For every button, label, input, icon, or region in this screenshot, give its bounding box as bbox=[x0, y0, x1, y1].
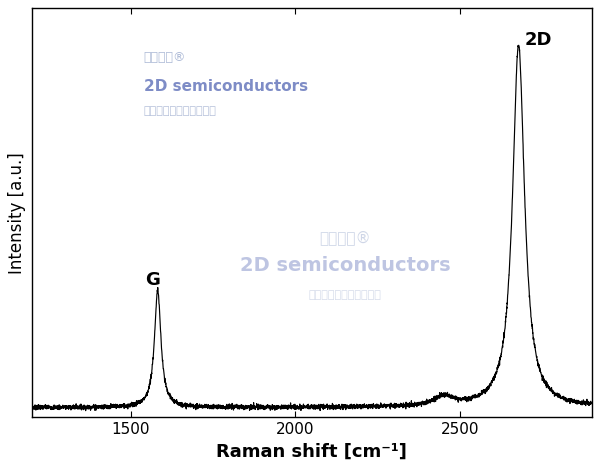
X-axis label: Raman shift [cm⁻¹]: Raman shift [cm⁻¹] bbox=[217, 443, 407, 461]
Text: 牟科纳米®: 牟科纳米® bbox=[144, 51, 187, 64]
Text: 2D: 2D bbox=[524, 31, 551, 49]
Text: 2D semiconductors: 2D semiconductors bbox=[240, 257, 451, 275]
Text: 二维层半导体材料提供者: 二维层半导体材料提供者 bbox=[144, 106, 217, 115]
Text: G: G bbox=[145, 271, 160, 289]
Text: 二维层半导体材料提供者: 二维层半导体材料提供者 bbox=[309, 289, 382, 300]
Text: 牟科纳米®: 牟科纳米® bbox=[319, 230, 371, 245]
Text: 2D semiconductors: 2D semiconductors bbox=[144, 78, 308, 93]
Y-axis label: Intensity [a.u.]: Intensity [a.u.] bbox=[8, 152, 26, 274]
